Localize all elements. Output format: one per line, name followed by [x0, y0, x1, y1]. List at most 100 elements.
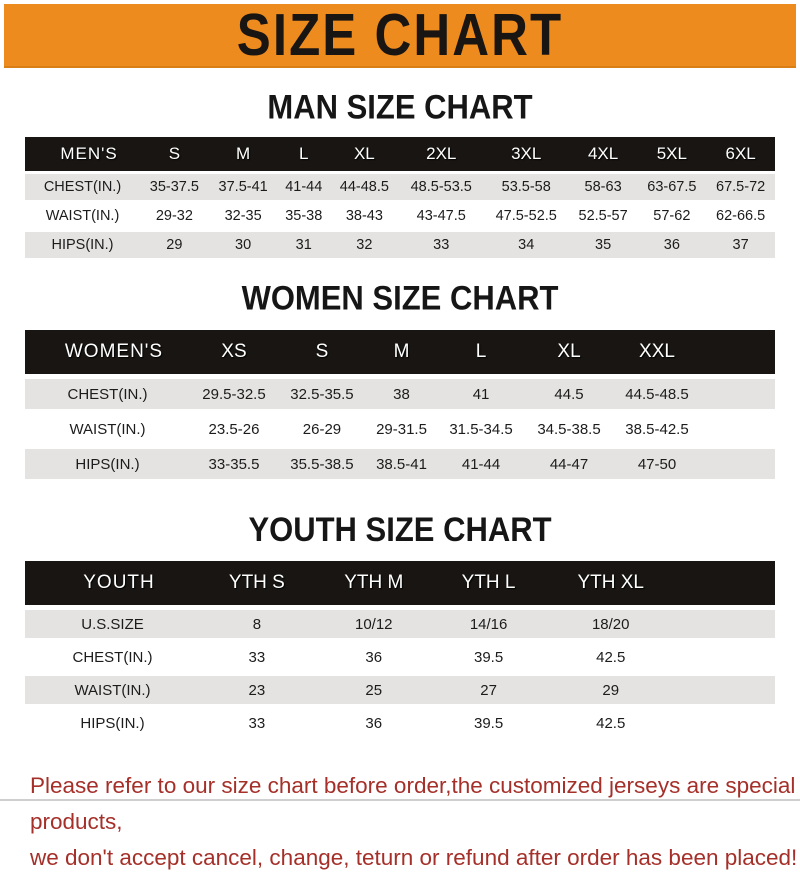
measurement-value: 34 [483, 232, 569, 258]
measurement-value: 41-44 [277, 174, 330, 200]
measurement-value: 47-50 [613, 449, 701, 479]
measurement-value: 39.5 [433, 709, 544, 737]
measurement-value: 38 [365, 379, 438, 409]
measurement-value: 41 [437, 379, 526, 409]
measurement-value: 35.5-38.5 [277, 449, 366, 479]
size-column-header: YTH M [313, 561, 434, 605]
blank-cell [701, 414, 775, 444]
measurement-value: 29 [543, 676, 678, 704]
measurement-value: 38.5-42.5 [613, 414, 701, 444]
table-header-row: WOMEN'S XS S M L XL XXL [25, 330, 775, 374]
size-column-header: L [437, 330, 526, 374]
measurement-value: 10/12 [313, 610, 434, 638]
table-row: CHEST(IN.) 33 36 39.5 42.5 [25, 643, 775, 671]
measurement-value: 33 [200, 709, 314, 737]
blank-header-cell [678, 561, 775, 605]
youth-size-table: YOUTH YTH S YTH M YTH L YTH XL U.S.SIZE 8 10/12… [25, 556, 775, 742]
measurement-label: CHEST(IN.) [25, 643, 200, 671]
measurement-label: WAIST(IN.) [25, 414, 190, 444]
measurement-label: WAIST(IN.) [25, 203, 140, 229]
table-group-label: MEN'S [25, 137, 140, 171]
measurement-value: 42.5 [543, 709, 678, 737]
bottom-divider [0, 799, 800, 801]
table-row: U.S.SIZE 8 10/12 14/16 18/20 [25, 610, 775, 638]
measurement-value: 38.5-41 [365, 449, 438, 479]
measurement-value: 32-35 [208, 203, 278, 229]
measurement-value: 30 [208, 232, 278, 258]
blank-header-cell [701, 330, 775, 374]
measurement-label: CHEST(IN.) [25, 379, 190, 409]
youth-size-section: YOUTH SIZE CHART YOUTH YTH S YTH M YTH L YTH… [0, 484, 800, 742]
measurement-value: 37.5-41 [208, 174, 278, 200]
size-column-header: 3XL [483, 137, 569, 171]
size-column-header: L [277, 137, 330, 171]
measurement-value: 36 [313, 643, 434, 671]
women-size-table: WOMEN'S XS S M L XL XXL CHEST(IN.) 29.5-32.5 32.5… [25, 325, 775, 484]
size-column-header: YTH S [200, 561, 314, 605]
youth-section-title: YOUTH SIZE CHART [248, 509, 552, 549]
measurement-label: HIPS(IN.) [25, 449, 190, 479]
table-group-label: YOUTH [25, 561, 200, 605]
man-size-section: MAN SIZE CHART MEN'S S M L XL 2XL 3XL 4XL 5XL 6XL… [0, 68, 800, 261]
footer-line-2: we don't accept cancel, change, teturn o… [30, 845, 798, 870]
measurement-value: 42.5 [543, 643, 678, 671]
measurement-value: 8 [200, 610, 314, 638]
man-section-title: MAN SIZE CHART [267, 87, 533, 127]
measurement-value: 23.5-26 [190, 414, 278, 444]
measurement-value: 27 [433, 676, 544, 704]
measurement-value: 62-66.5 [706, 203, 775, 229]
women-section-title: WOMEN SIZE CHART [241, 277, 559, 318]
measurement-value: 29.5-32.5 [190, 379, 278, 409]
size-column-header: YTH XL [543, 561, 678, 605]
measurement-label: HIPS(IN.) [25, 232, 140, 258]
measurement-value: 33-35.5 [190, 449, 278, 479]
size-column-header: M [365, 330, 438, 374]
size-column-header: XL [330, 137, 399, 171]
measurement-value: 44-48.5 [330, 174, 399, 200]
measurement-label: U.S.SIZE [25, 610, 200, 638]
size-column-header: S [277, 330, 366, 374]
measurement-value: 58-63 [568, 174, 638, 200]
table-row: WAIST(IN.) 23 25 27 29 [25, 676, 775, 704]
size-column-header: 6XL [706, 137, 775, 171]
measurement-value: 25 [313, 676, 434, 704]
measurement-value: 35-38 [277, 203, 330, 229]
banner-title: SIZE CHART [236, 1, 564, 69]
measurement-value: 18/20 [543, 610, 678, 638]
size-column-header: M [208, 137, 278, 171]
measurement-value: 53.5-58 [483, 174, 569, 200]
size-column-header: S [140, 137, 209, 171]
measurement-value: 38-43 [330, 203, 399, 229]
measurement-value: 26-29 [277, 414, 366, 444]
men-size-table: MEN'S S M L XL 2XL 3XL 4XL 5XL 6XL CHEST(IN.) 35-37… [25, 134, 775, 261]
blank-cell [678, 643, 775, 671]
measurement-value: 48.5-53.5 [398, 174, 484, 200]
blank-cell [678, 610, 775, 638]
table-row: HIPS(IN.) 33-35.5 35.5-38.5 38.5-41 41-44 44-… [25, 449, 775, 479]
table-group-label: WOMEN'S [25, 330, 190, 374]
measurement-value: 44.5-48.5 [613, 379, 701, 409]
size-column-header: XS [190, 330, 278, 374]
footer-line-1: Please refer to our size chart before or… [30, 773, 796, 834]
blank-cell [678, 709, 775, 737]
measurement-value: 33 [200, 643, 314, 671]
blank-cell [678, 676, 775, 704]
measurement-value: 23 [200, 676, 314, 704]
measurement-value: 32.5-35.5 [277, 379, 366, 409]
table-header-row: MEN'S S M L XL 2XL 3XL 4XL 5XL 6XL [25, 137, 775, 171]
size-column-header: 4XL [568, 137, 638, 171]
measurement-value: 36 [313, 709, 434, 737]
size-chart-banner: SIZE CHART [4, 1, 796, 69]
measurement-label: WAIST(IN.) [25, 676, 200, 704]
table-row: WAIST(IN.) 29-32 32-35 35-38 38-43 43-47.5 47.… [25, 203, 775, 229]
measurement-value: 63-67.5 [637, 174, 707, 200]
measurement-label: HIPS(IN.) [25, 709, 200, 737]
measurement-value: 33 [398, 232, 484, 258]
measurement-value: 43-47.5 [398, 203, 484, 229]
size-column-header: YTH L [433, 561, 544, 605]
blank-cell [701, 449, 775, 479]
measurement-value: 14/16 [433, 610, 544, 638]
measurement-label: CHEST(IN.) [25, 174, 140, 200]
size-column-header: XXL [613, 330, 701, 374]
measurement-value: 29-31.5 [365, 414, 438, 444]
